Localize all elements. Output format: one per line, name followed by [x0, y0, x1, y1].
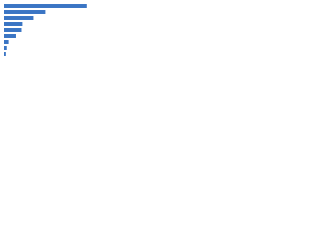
bar: [4, 40, 9, 44]
bar: [4, 22, 23, 26]
bar: [4, 16, 34, 20]
bar: [4, 52, 6, 56]
bar: [4, 46, 7, 50]
bar: [4, 10, 46, 14]
bar: [4, 4, 87, 8]
bar: [4, 28, 22, 32]
bar: [4, 34, 16, 38]
chart: [4, 4, 87, 56]
page: {"chart_data": {"type": "bar", "orientat…: [0, 0, 100, 71]
